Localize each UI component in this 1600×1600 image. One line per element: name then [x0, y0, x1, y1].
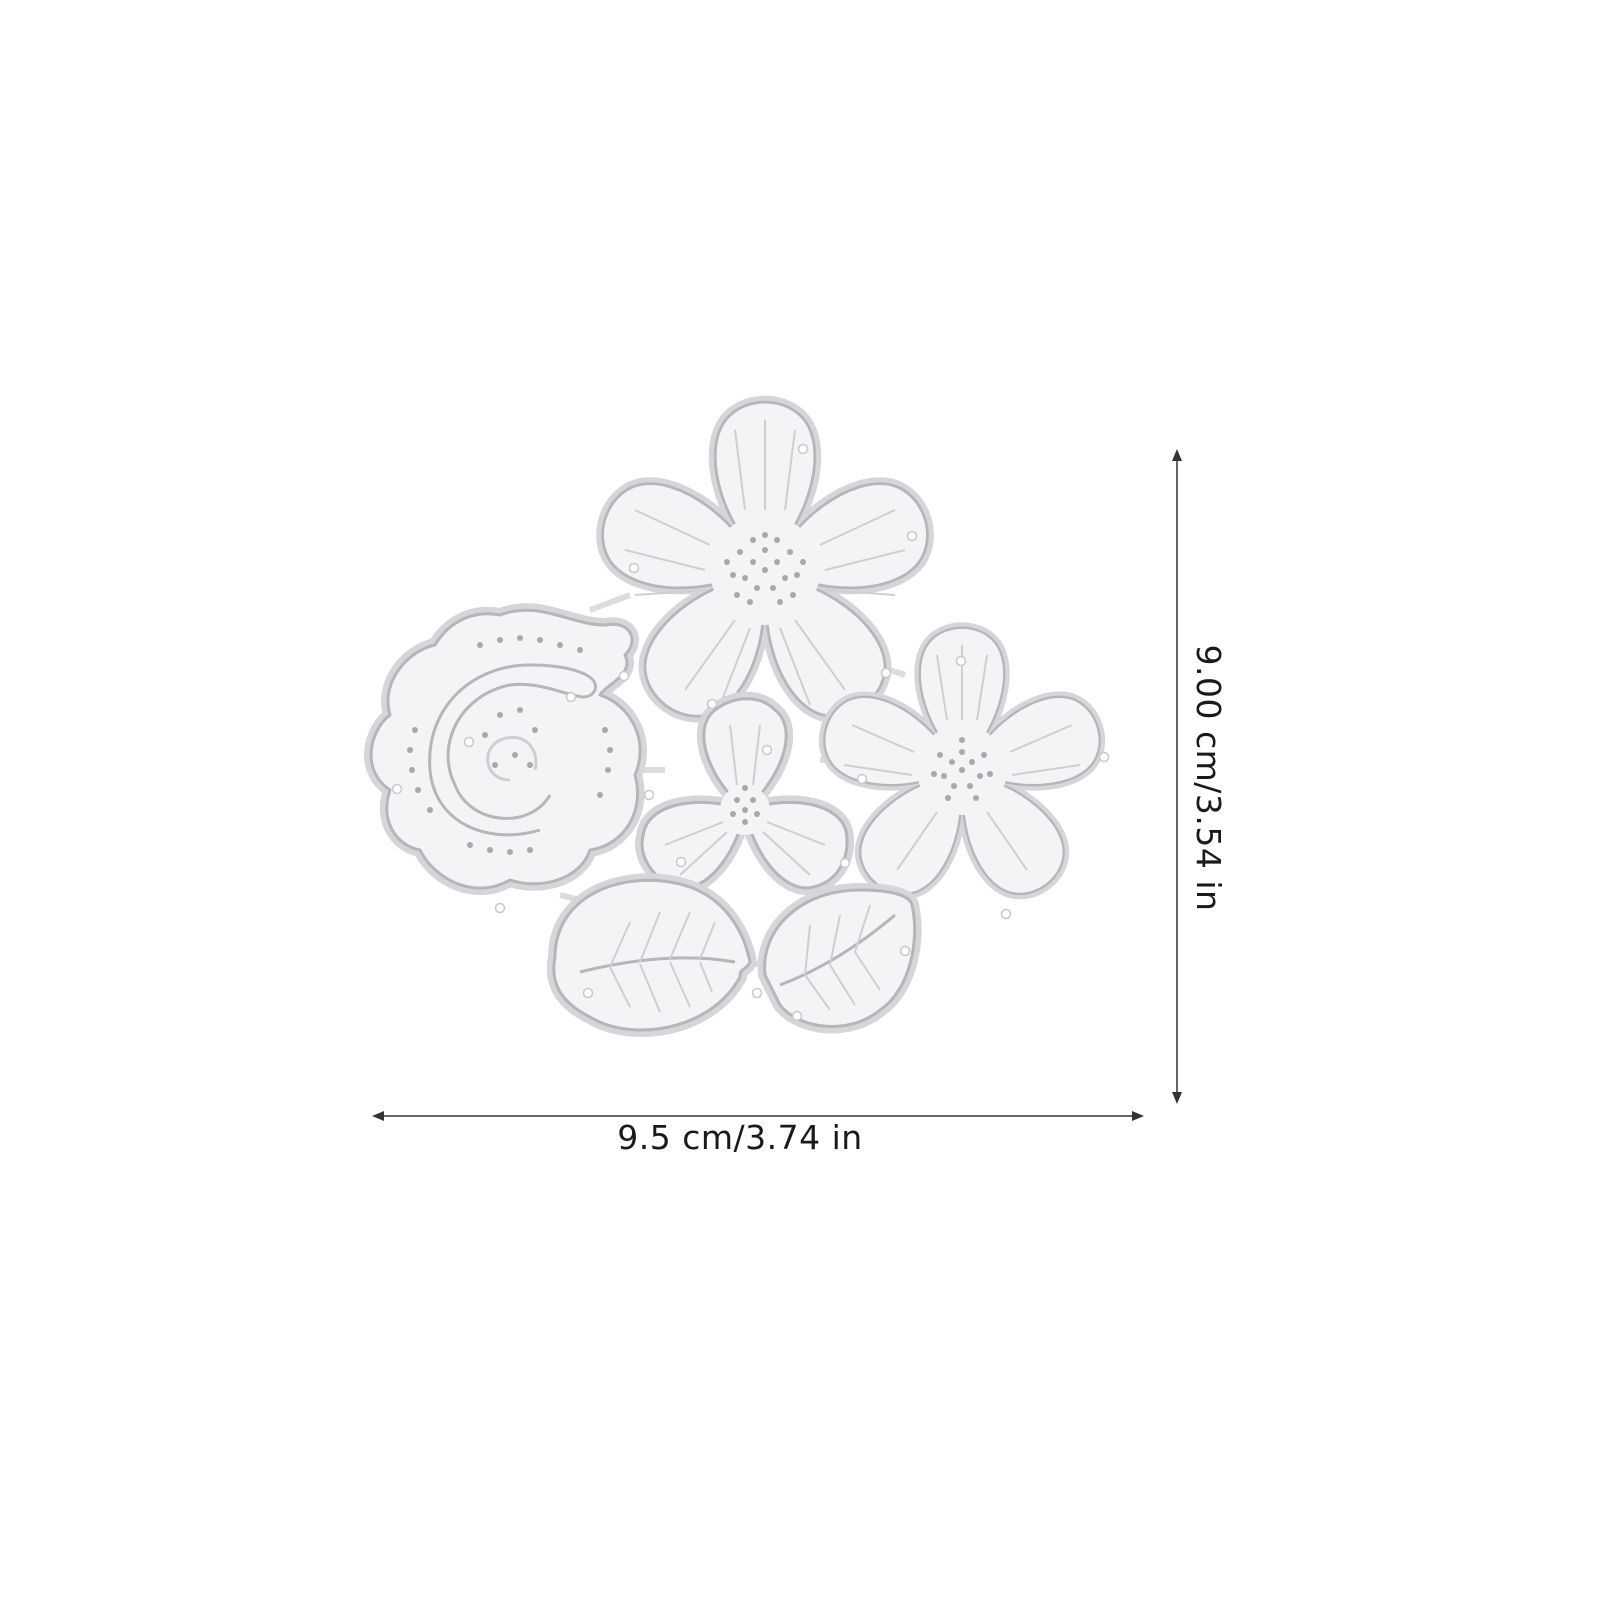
mounting-holes: [391, 443, 1110, 1022]
flower-die-three-petal: [635, 691, 855, 895]
flower-die-spiral-rose: [364, 603, 647, 896]
leaf-die-right: [757, 883, 922, 1034]
width-dimension-label: 9.5 cm/3.74 in: [617, 1118, 863, 1157]
height-dimension-line: [1172, 449, 1182, 1104]
leaf-die-left: [546, 873, 757, 1037]
flower-die-five-petal-right: [814, 628, 1111, 910]
height-dimension-label: 9.00 cm/3.54 in: [1189, 644, 1228, 912]
flower-die-five-petal-large: [590, 402, 940, 735]
width-dimension-line: [372, 1111, 1144, 1121]
